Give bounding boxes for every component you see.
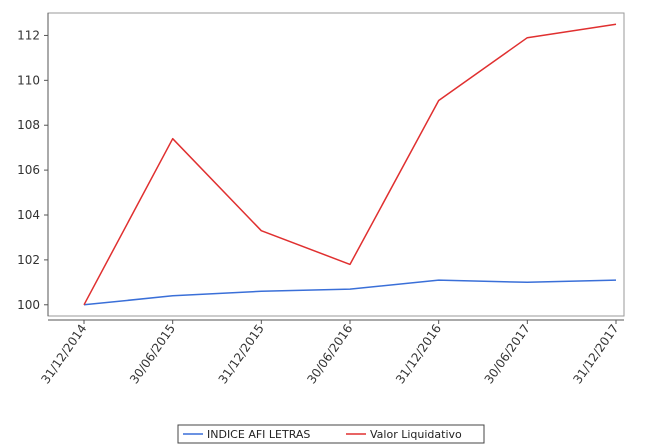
x-tick-label: 31/12/2014 [38,322,89,387]
legend-label-indice-afi-letras: INDICE AFI LETRAS [207,428,310,441]
x-tick-label: 30/06/2017 [482,322,533,387]
legend: INDICE AFI LETRAS Valor Liquidativo [177,424,485,444]
y-tick-label: 112 [17,28,40,42]
y-axis-ticks: 100 102 104 106 108 110 112 [17,28,48,312]
y-tick-label: 106 [17,163,40,177]
y-tick-label: 110 [17,73,40,87]
x-tick-label: 31/12/2015 [216,322,267,387]
y-tick-label: 102 [17,253,40,267]
series-lines [83,23,617,306]
y-tick-label: 100 [17,298,40,312]
legend-label-valor-liquidativo: Valor Liquidativo [370,428,462,441]
series-line-indice-afi-letras [83,279,617,306]
legend-box [177,424,485,444]
x-axis-ticks: 31/12/2014 30/06/2015 31/12/2015 30/06/2016… [38,320,621,386]
x-tick-label: 30/06/2015 [127,322,178,387]
y-tick-label: 108 [17,118,40,132]
x-tick-label: 31/12/2016 [393,322,444,387]
x-tick-label: 31/12/2017 [570,322,621,387]
x-tick-label: 30/06/2016 [304,322,355,387]
y-tick-label: 104 [17,208,40,222]
series-line-valor-liquidativo [83,23,617,306]
plot-area [47,12,625,317]
